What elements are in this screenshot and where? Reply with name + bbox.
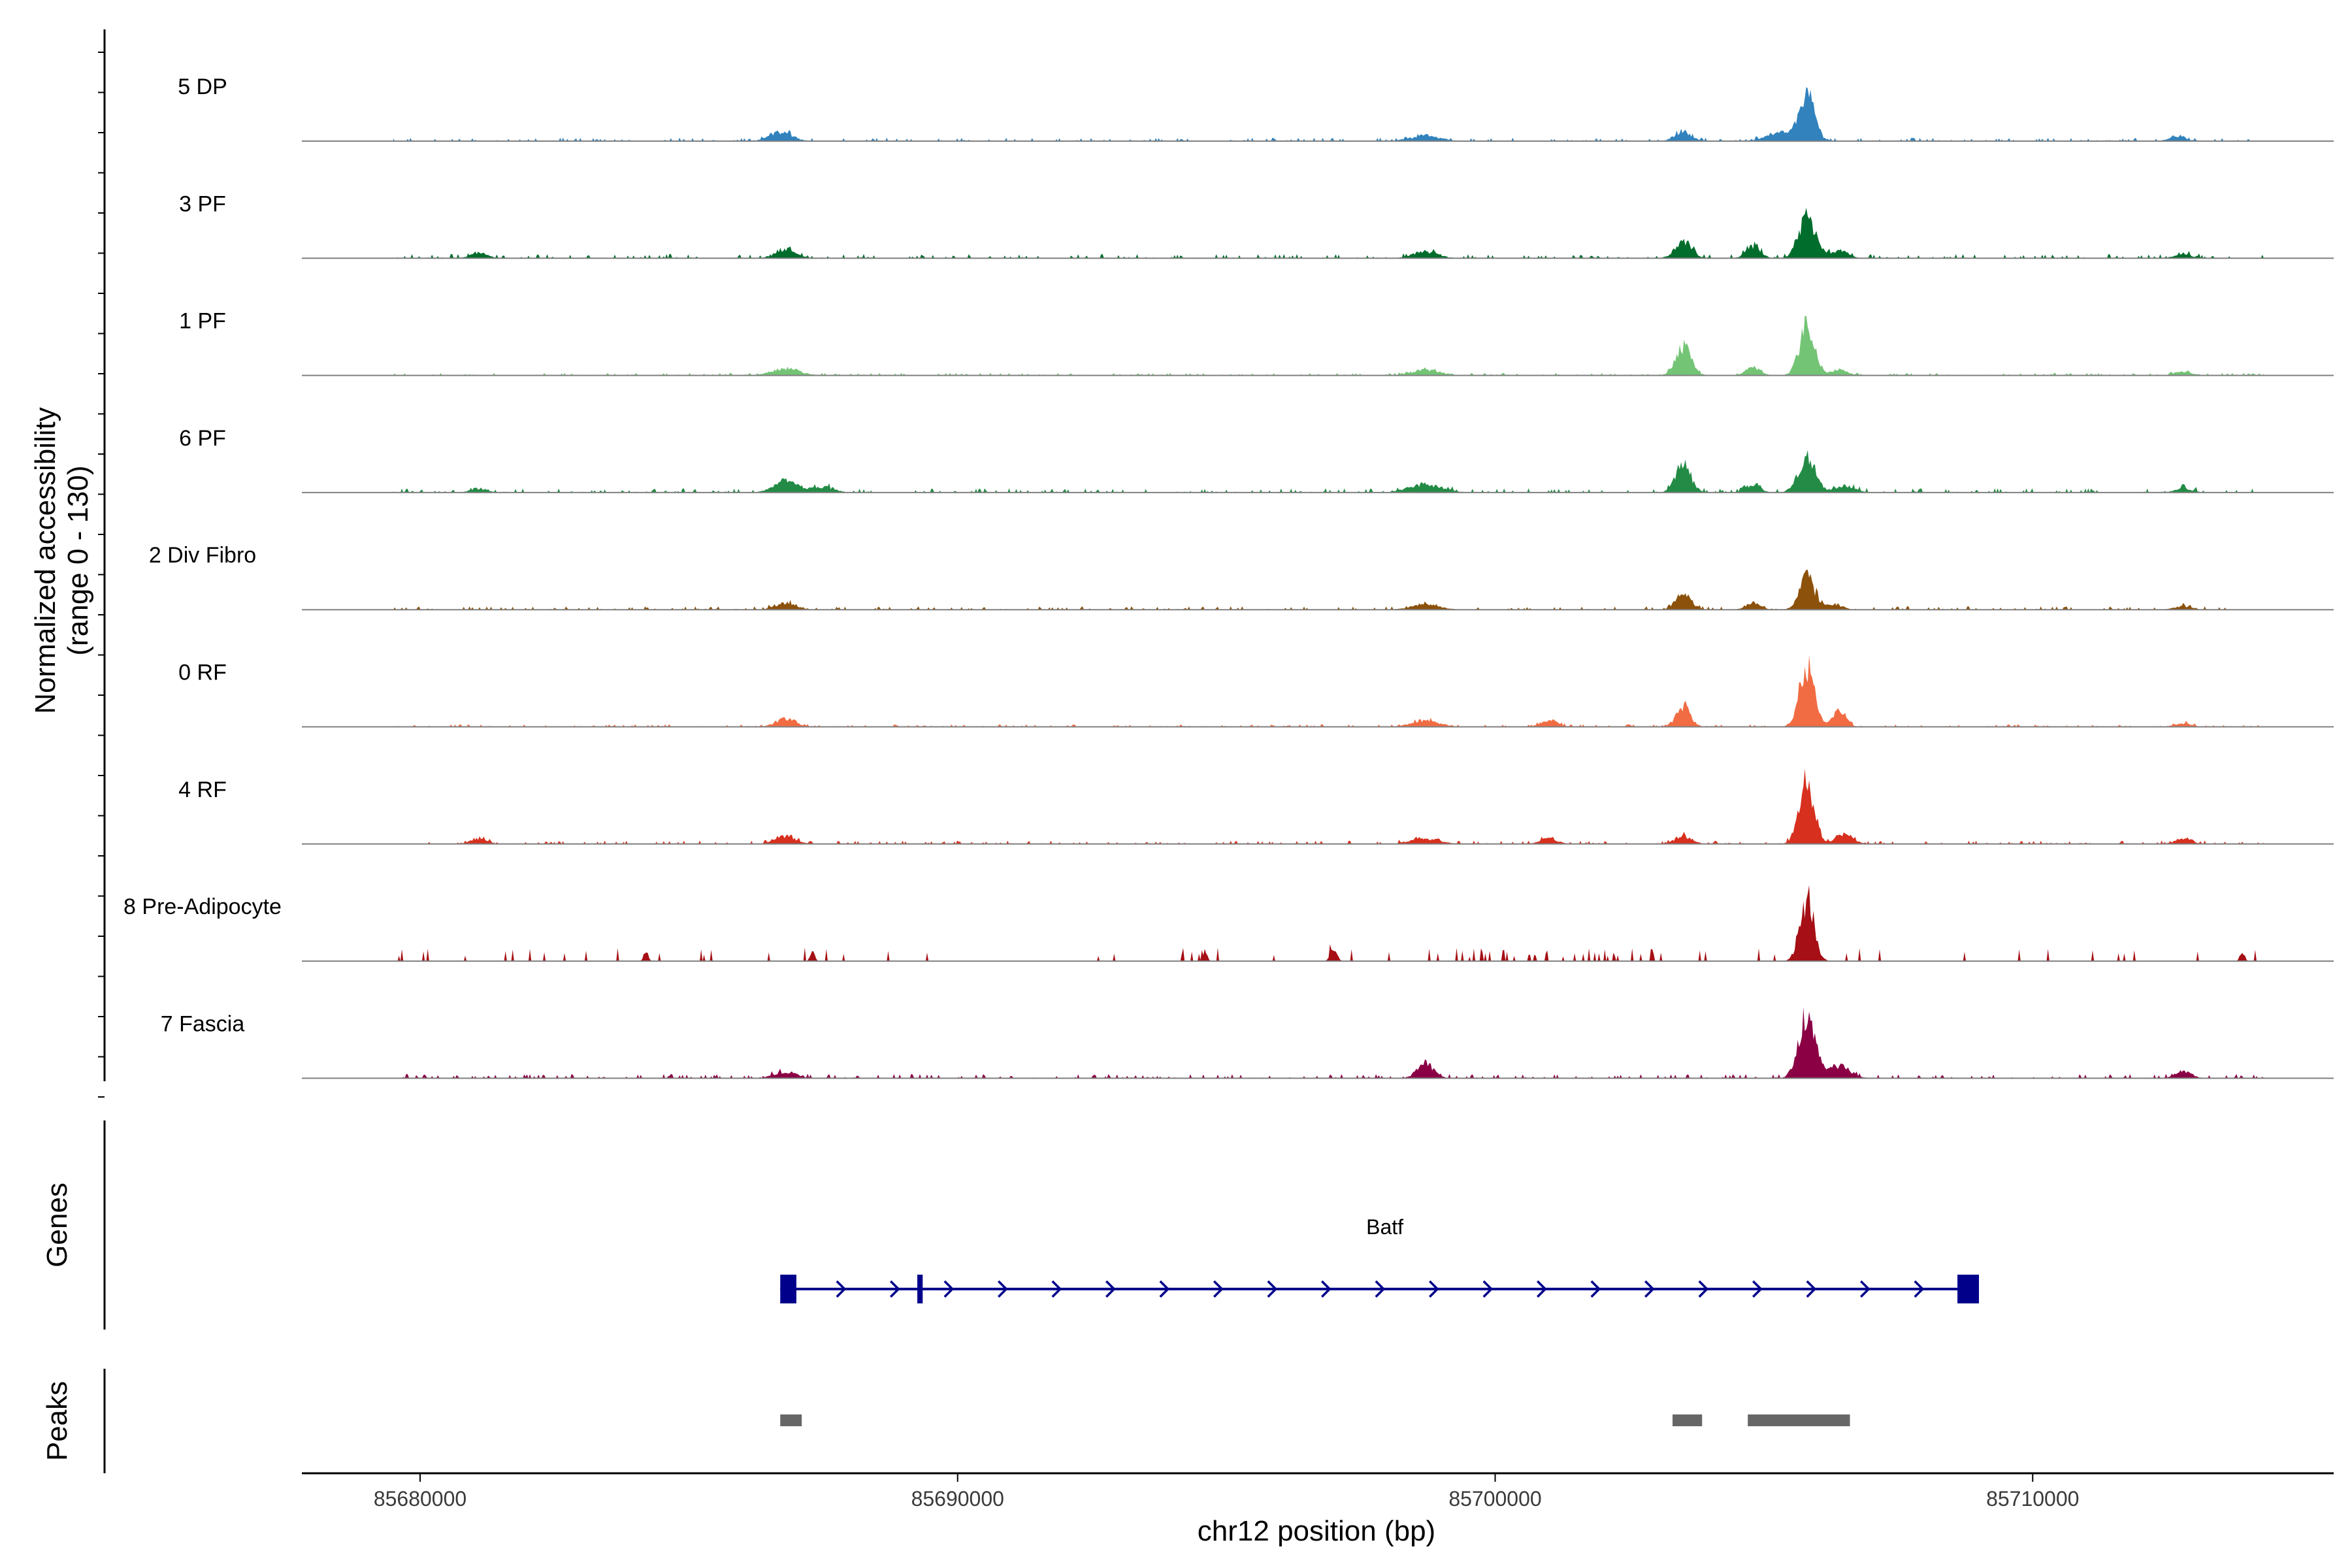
strand-arrow-icon: [943, 1280, 955, 1298]
track-signal-area: [393, 885, 2264, 962]
track-label: 4 RF: [178, 777, 227, 802]
strand-arrow-icon: [836, 1280, 847, 1298]
strand-arrow-icon: [1698, 1280, 1709, 1298]
strand-arrow-icon: [1375, 1280, 1386, 1298]
track-label: 8 Pre-Adipocyte: [123, 894, 282, 919]
track-signal-area: [393, 316, 2264, 376]
track-7: 4 RF: [178, 768, 2334, 845]
track-9: 7 Fascia: [161, 1007, 2334, 1079]
strand-arrow-icon: [1806, 1280, 1817, 1298]
y-axis: [98, 29, 106, 1098]
strand-arrow-icon: [1914, 1280, 1925, 1298]
track-signal-area: [393, 449, 2264, 493]
x-axis-title: chr12 position (bp): [1198, 1515, 1435, 1547]
track-6: 0 RF: [178, 655, 2334, 728]
strand-arrow-icon: [1213, 1280, 1224, 1298]
gene-name-label: Batf: [1366, 1215, 1403, 1239]
peak-region: [1748, 1414, 1850, 1426]
gene-exon: [780, 1275, 796, 1303]
strand-arrow-icon: [1482, 1280, 1494, 1298]
track-signal-area: [393, 570, 2264, 610]
strand-arrow-icon: [1321, 1280, 1331, 1298]
track-label: 7 Fascia: [161, 1011, 245, 1036]
gene-exon: [917, 1275, 923, 1303]
track-label: 2 Div Fibro: [149, 543, 256, 568]
track-signal-area: [393, 208, 2264, 259]
track-signal-area: [393, 1007, 2264, 1079]
y-axis-range-label: (range 0 - 130): [62, 465, 94, 655]
strand-arrow-icon: [1105, 1280, 1116, 1298]
strand-arrow-icon: [1752, 1280, 1763, 1298]
gene-exon: [1957, 1275, 1979, 1303]
strand-arrow-icon: [1159, 1280, 1170, 1298]
strand-arrow-icon: [1590, 1280, 1601, 1298]
strand-arrow-icon: [890, 1280, 900, 1298]
track-label: 1 PF: [179, 309, 226, 334]
coverage-tracks: 5 DP 3 PF 1 PF 6 PF 2 Div Fibro 0 RF 4 RF 8 Pre…: [123, 74, 2334, 1079]
x-tick-label: 85700000: [1448, 1487, 1541, 1511]
track-4: 6 PF: [179, 426, 2334, 493]
track-signal-area: [393, 655, 2264, 727]
track-label: 3 PF: [179, 191, 226, 216]
track-2: 3 PF: [179, 191, 2334, 259]
y-axis-title: Normalized accessibility: [29, 407, 61, 713]
track-signal-area: [393, 87, 2264, 141]
track-label: 5 DP: [178, 74, 227, 99]
strand-arrow-icon: [1051, 1280, 1062, 1298]
track-label: 0 RF: [178, 661, 227, 685]
track-1: 5 DP: [178, 74, 2334, 142]
peaks-panel: [103, 1369, 1850, 1473]
track-8: 8 Pre-Adipocyte: [123, 885, 2334, 962]
strand-arrow-icon: [1429, 1280, 1439, 1298]
track-signal-area: [393, 768, 2264, 844]
peak-region: [1673, 1414, 1703, 1426]
genes-panel: [103, 1120, 1979, 1330]
x-tick-label: 85690000: [911, 1487, 1004, 1511]
genes-panel-title: Genes: [41, 1183, 73, 1267]
strand-arrow-icon: [1644, 1280, 1655, 1298]
x-axis: 85680000 85690000 85700000 85710000: [302, 1472, 2334, 1511]
track-label: 6 PF: [179, 426, 226, 451]
track-5: 2 Div Fibro: [149, 543, 2334, 611]
strand-arrow-icon: [1267, 1280, 1278, 1298]
strand-arrow-icon: [998, 1280, 1008, 1298]
x-tick-label: 85710000: [1986, 1487, 2079, 1511]
peaks-panel-title: Peaks: [41, 1381, 73, 1461]
x-tick-label: 85680000: [374, 1487, 466, 1511]
strand-arrow-icon: [1860, 1280, 1870, 1298]
strand-arrow-icon: [1537, 1280, 1547, 1298]
peak-region: [780, 1414, 802, 1426]
track-3: 1 PF: [179, 309, 2334, 376]
